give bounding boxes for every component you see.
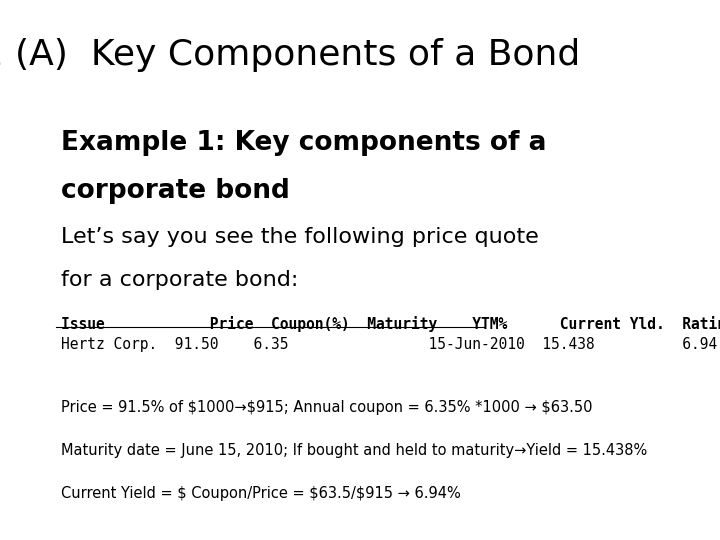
Text: Example 1: Key components of a: Example 1: Key components of a xyxy=(60,130,546,156)
Text: Issue            Price  Coupon(%)  Maturity    YTM%      Current Yld.  Rating: Issue Price Coupon(%) Maturity YTM% Curr… xyxy=(60,316,720,332)
Text: Current Yield = $ Coupon/Price = $63.5/$915 → 6.94%: Current Yield = $ Coupon/Price = $63.5/$… xyxy=(60,486,460,501)
Text: Hertz Corp.  91.50    6.35                15-Jun-2010  15.438          6.94     : Hertz Corp. 91.50 6.35 15-Jun-2010 15.43… xyxy=(60,338,720,353)
Text: for a corporate bond:: for a corporate bond: xyxy=(60,270,298,290)
Text: Let’s say you see the following price quote: Let’s say you see the following price qu… xyxy=(60,227,539,247)
Text: 6.1 (A)  Key Components of a Bond: 6.1 (A) Key Components of a Bond xyxy=(0,38,580,72)
Text: Maturity date = June 15, 2010; If bought and held to maturity→Yield = 15.438%: Maturity date = June 15, 2010; If bought… xyxy=(60,443,647,458)
Text: corporate bond: corporate bond xyxy=(60,178,289,204)
Text: Price = 91.5% of $1000→$915; Annual coupon = 6.35% *1000 → $63.50: Price = 91.5% of $1000→$915; Annual coup… xyxy=(60,400,592,415)
